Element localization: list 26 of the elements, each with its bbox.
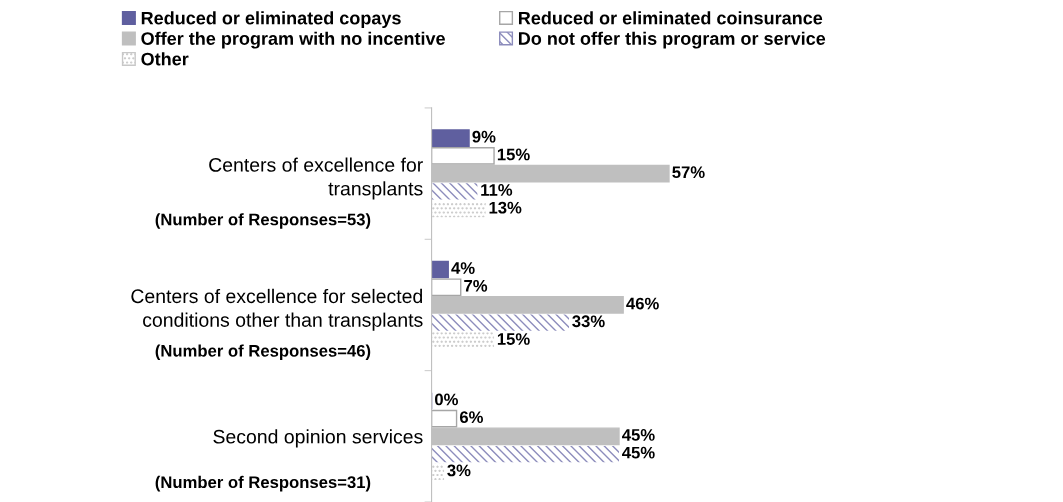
data-label: 13% xyxy=(489,201,522,214)
data-label: 6% xyxy=(459,411,483,424)
data-label: 45% xyxy=(622,429,655,441)
data-label: 33% xyxy=(572,315,605,328)
y-tick-label: Second opinion services xyxy=(213,429,423,448)
data-label: 3% xyxy=(447,464,471,477)
data-label: 46% xyxy=(626,297,659,310)
data-label: 57% xyxy=(672,166,705,179)
data-label: 4% xyxy=(451,262,475,274)
data-label: 15% xyxy=(497,148,530,161)
legend-label: Other xyxy=(141,52,189,66)
data-label: 0% xyxy=(435,393,459,406)
data-label: 15% xyxy=(497,333,530,345)
data-label: 7% xyxy=(464,279,488,292)
y-tick-label: Centers of excellence for selected conditions other than transplants xyxy=(131,288,423,331)
text: (Number of Responses=46) xyxy=(155,344,371,361)
text: (Number of Responses=31) xyxy=(155,475,371,492)
legend-label: Reduced or eliminated coinsurance xyxy=(518,11,823,25)
text: (Number of Responses=53) xyxy=(155,213,371,229)
data-label: 9% xyxy=(472,130,496,143)
legend-label: Reduced or eliminated copays xyxy=(141,11,401,29)
data-label: 45% xyxy=(622,446,655,459)
legend-label: Offer the program with no incentive xyxy=(141,31,445,49)
legend-label: Do not offer this program or service xyxy=(518,31,826,49)
y-tick-label: Centers of excellence for transplants xyxy=(209,157,423,200)
data-label: 11% xyxy=(481,184,513,196)
